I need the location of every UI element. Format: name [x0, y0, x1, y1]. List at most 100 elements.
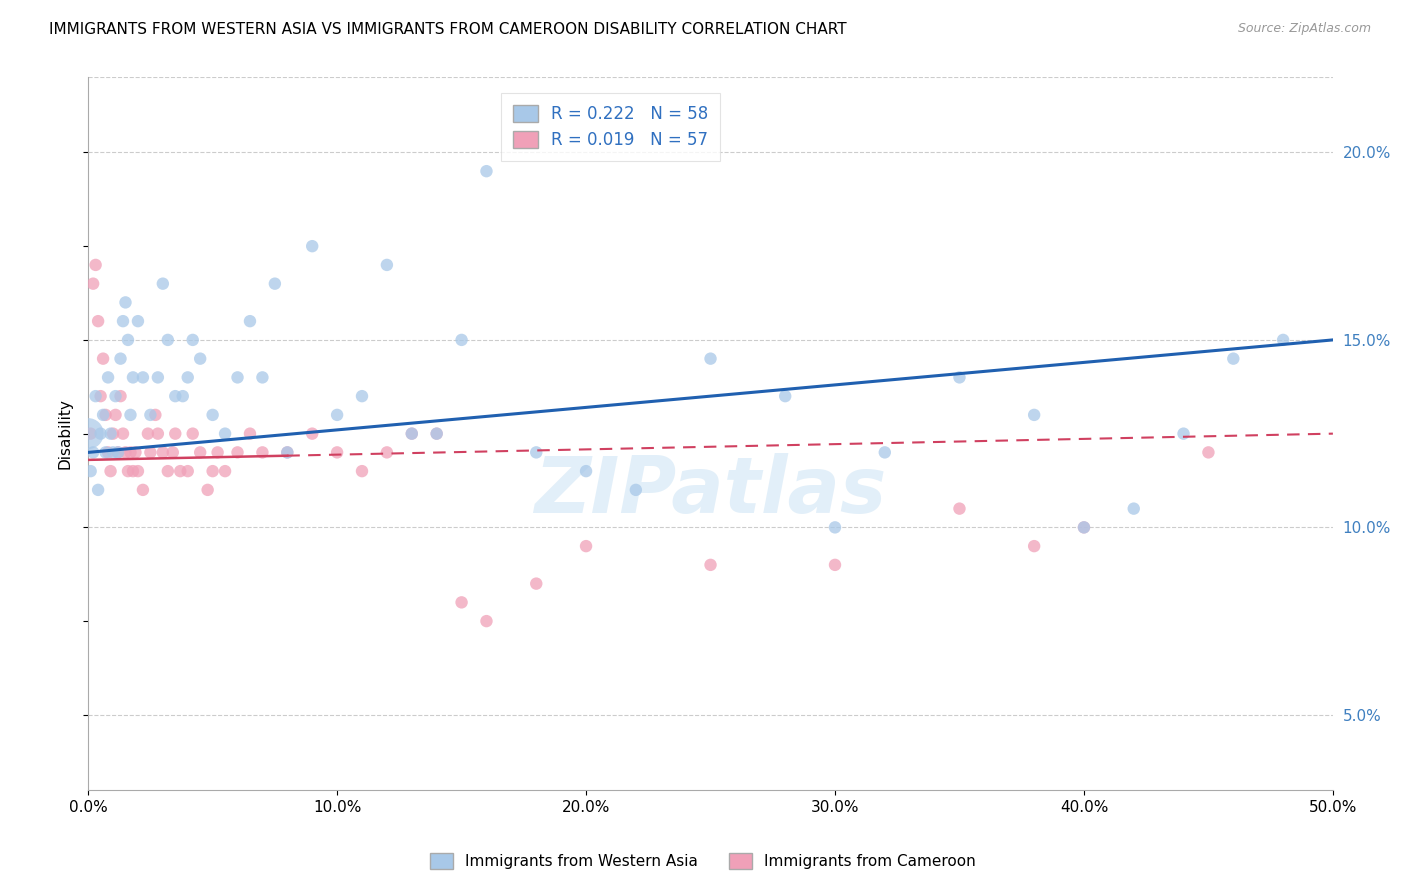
Point	[97, 370, 120, 384]
Point	[110, 389, 132, 403]
Legend: Immigrants from Western Asia, Immigrants from Cameroon: Immigrants from Western Asia, Immigrants…	[425, 847, 981, 875]
Point	[139, 408, 162, 422]
Point	[276, 445, 298, 459]
Point	[239, 426, 262, 441]
Point	[426, 426, 449, 441]
Point	[120, 445, 142, 459]
Point	[122, 370, 145, 384]
Point	[87, 483, 110, 497]
Point	[426, 426, 449, 441]
Point	[276, 445, 298, 459]
Point	[77, 426, 100, 441]
Point	[156, 333, 179, 347]
Point	[226, 370, 249, 384]
Point	[120, 408, 142, 422]
Point	[699, 351, 721, 366]
Point	[824, 520, 846, 534]
Point	[79, 426, 101, 441]
Point	[1024, 539, 1046, 553]
Point	[401, 426, 423, 441]
Point	[90, 389, 112, 403]
Point	[90, 426, 112, 441]
Point	[1222, 351, 1244, 366]
Point	[165, 389, 187, 403]
Point	[214, 426, 236, 441]
Point	[146, 370, 169, 384]
Point	[773, 389, 796, 403]
Point	[165, 426, 187, 441]
Point	[79, 464, 101, 478]
Point	[132, 370, 155, 384]
Point	[172, 389, 194, 403]
Y-axis label: Disability: Disability	[58, 398, 72, 469]
Point	[94, 408, 117, 422]
Point	[214, 464, 236, 478]
Point	[450, 333, 472, 347]
Point	[326, 408, 349, 422]
Point	[188, 445, 211, 459]
Legend: R = 0.222   N = 58, R = 0.019   N = 57: R = 0.222 N = 58, R = 0.019 N = 57	[502, 93, 720, 161]
Point	[101, 426, 124, 441]
Text: ZIPatlas: ZIPatlas	[534, 452, 887, 529]
Point	[699, 558, 721, 572]
Point	[146, 426, 169, 441]
Point	[301, 426, 323, 441]
Point	[524, 445, 547, 459]
Point	[127, 464, 149, 478]
Point	[350, 464, 373, 478]
Point	[107, 445, 129, 459]
Point	[375, 258, 398, 272]
Point	[1073, 520, 1095, 534]
Point	[84, 389, 107, 403]
Point	[326, 445, 349, 459]
Point	[127, 314, 149, 328]
Point	[97, 445, 120, 459]
Point	[111, 314, 134, 328]
Point	[101, 445, 124, 459]
Point	[1122, 501, 1144, 516]
Point	[169, 464, 191, 478]
Point	[132, 483, 155, 497]
Point	[375, 445, 398, 459]
Point	[1272, 333, 1295, 347]
Point	[110, 351, 132, 366]
Point	[624, 483, 647, 497]
Point	[84, 258, 107, 272]
Point	[824, 558, 846, 572]
Point	[152, 277, 174, 291]
Point	[252, 370, 274, 384]
Point	[401, 426, 423, 441]
Point	[117, 333, 139, 347]
Point	[152, 445, 174, 459]
Point	[475, 614, 498, 628]
Point	[145, 408, 167, 422]
Point	[156, 464, 179, 478]
Point	[207, 445, 229, 459]
Point	[122, 464, 145, 478]
Point	[82, 445, 104, 459]
Point	[252, 445, 274, 459]
Text: Source: ZipAtlas.com: Source: ZipAtlas.com	[1237, 22, 1371, 36]
Point	[263, 277, 285, 291]
Point	[91, 351, 114, 366]
Point	[91, 408, 114, 422]
Point	[82, 277, 104, 291]
Point	[301, 239, 323, 253]
Point	[1197, 445, 1219, 459]
Point	[94, 445, 117, 459]
Point	[107, 445, 129, 459]
Point	[87, 314, 110, 328]
Point	[948, 501, 970, 516]
Point	[575, 464, 598, 478]
Point	[181, 426, 204, 441]
Point	[114, 295, 136, 310]
Point	[201, 464, 224, 478]
Point	[100, 426, 122, 441]
Point	[117, 464, 139, 478]
Point	[188, 351, 211, 366]
Point	[104, 408, 127, 422]
Point	[1073, 520, 1095, 534]
Point	[201, 408, 224, 422]
Point	[114, 445, 136, 459]
Point	[948, 370, 970, 384]
